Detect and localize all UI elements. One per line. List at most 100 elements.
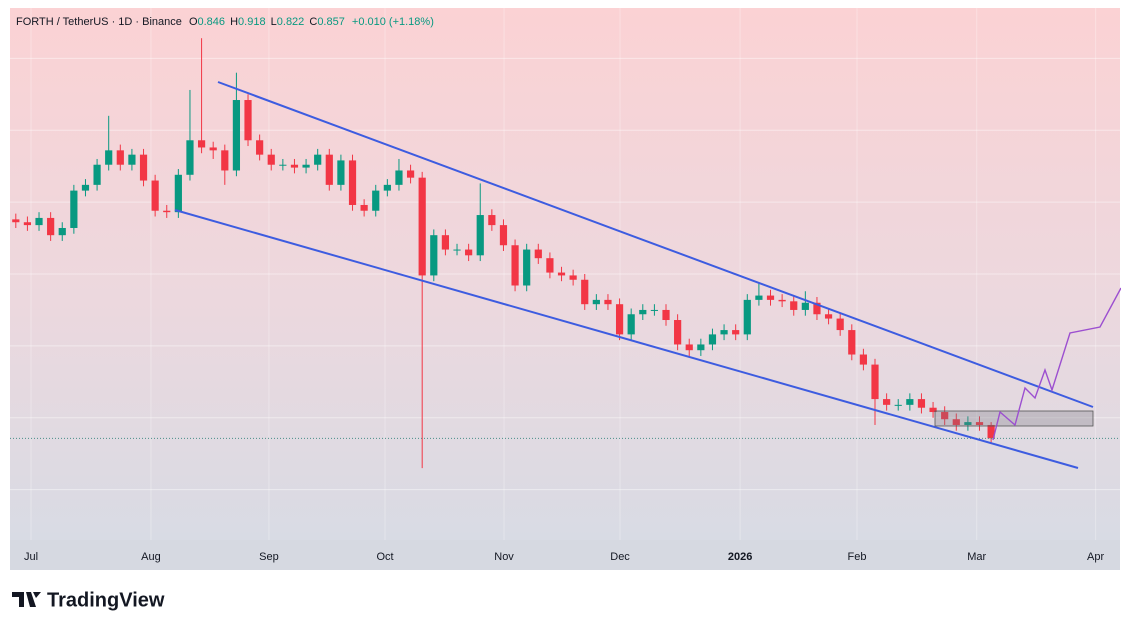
candle-body xyxy=(372,190,380,211)
candle-body xyxy=(952,419,960,425)
channel-lower xyxy=(174,209,1079,469)
x-tick-label: Apr xyxy=(1087,551,1104,563)
candle-body xyxy=(360,204,368,211)
candle-body xyxy=(766,295,775,300)
drawings xyxy=(174,81,1121,469)
x-tick-label: Jul xyxy=(24,551,38,563)
candle-body xyxy=(592,299,600,305)
ohlc-value: 0.918 xyxy=(238,16,266,28)
candle-body xyxy=(569,275,577,280)
ohlc-value: 0.846 xyxy=(198,16,226,28)
candle-body xyxy=(128,154,136,165)
candle-body xyxy=(906,399,914,405)
x-tick-label: Feb xyxy=(848,551,867,563)
candle-body xyxy=(418,177,426,276)
candle-body xyxy=(639,309,647,315)
candle-body xyxy=(964,422,972,425)
candle-body xyxy=(256,140,264,155)
candle-body xyxy=(546,258,554,273)
candle-body xyxy=(163,210,171,213)
candle-body xyxy=(871,364,879,400)
candle-body xyxy=(70,190,78,228)
candle-body xyxy=(720,330,728,335)
candle-body xyxy=(488,215,496,226)
candle-body xyxy=(197,140,206,148)
candle-body xyxy=(859,354,867,365)
candle-body xyxy=(105,150,113,165)
candle-body xyxy=(511,245,519,286)
candle-body xyxy=(383,184,391,191)
candle-body xyxy=(987,424,995,439)
grid xyxy=(10,8,1120,540)
candle-body xyxy=(975,422,984,425)
chart-header: FORTH / TetherUS · 1D · Binance O0.846 H… xyxy=(16,16,434,28)
candle-body xyxy=(883,399,891,405)
candle-body xyxy=(929,407,937,413)
candles xyxy=(10,38,1120,469)
candle-body xyxy=(824,314,833,319)
x-tick-label: Dec xyxy=(610,551,630,563)
candle-body xyxy=(406,170,415,178)
candle-body xyxy=(650,309,659,311)
channel-upper xyxy=(217,81,1094,408)
change: +0.010 (+1.18%) xyxy=(352,16,434,28)
candle-body xyxy=(139,154,148,181)
candle-body xyxy=(755,295,763,300)
candle-body xyxy=(836,318,844,331)
candle-body xyxy=(325,154,333,185)
candle-body xyxy=(174,174,182,213)
x-tick-label: Mar xyxy=(967,551,986,563)
ohlc-value: 0.857 xyxy=(317,16,345,28)
candle-body xyxy=(47,217,55,236)
time-axis: Jul Aug Sep Oct Nov Dec 2026 Feb Mar Apr xyxy=(24,551,1105,563)
candle-body xyxy=(23,222,32,226)
candle-body xyxy=(81,184,90,191)
ohlc-value: 0.822 xyxy=(277,16,305,28)
x-tick-label: Sep xyxy=(259,551,279,563)
ohlc-label: L xyxy=(271,16,277,28)
candle-body xyxy=(453,249,461,251)
candle-body xyxy=(58,227,66,236)
candle-body xyxy=(499,225,508,246)
candle-body xyxy=(790,301,798,310)
candle-body xyxy=(674,320,682,345)
candle-body xyxy=(267,154,275,165)
candle-body xyxy=(557,272,566,276)
candle-body xyxy=(534,249,542,259)
candle-body xyxy=(604,299,612,305)
candle-body xyxy=(813,302,821,315)
candle-body xyxy=(523,249,531,286)
candle-body xyxy=(685,344,693,351)
candle-body xyxy=(801,302,809,310)
candle-body xyxy=(279,164,287,166)
candle-body xyxy=(917,399,926,408)
x-tick-label: 2026 xyxy=(728,551,752,563)
candle-body xyxy=(708,334,717,345)
projection-path xyxy=(992,287,1121,441)
candle-body xyxy=(151,180,159,211)
x-tick-label: Nov xyxy=(494,551,514,563)
candle-body xyxy=(581,279,589,305)
x-tick-label: Oct xyxy=(376,551,393,563)
zone-box xyxy=(934,410,1094,427)
candle-body xyxy=(615,304,624,335)
candle-body xyxy=(441,235,450,250)
candle-body xyxy=(232,100,241,171)
candle-body xyxy=(244,100,252,141)
candle-body xyxy=(93,164,101,185)
candle-body xyxy=(348,160,357,205)
candle-body xyxy=(314,154,322,165)
candle-body xyxy=(395,170,403,185)
ohlc-label: O xyxy=(189,16,198,28)
candle-body xyxy=(35,217,43,226)
ohlc-label: C xyxy=(309,16,317,28)
ohlc-label: H xyxy=(230,16,238,28)
candle-body xyxy=(116,150,124,165)
symbol: FORTH / TetherUS · 1D · Binance xyxy=(16,16,182,28)
candle-body xyxy=(186,140,194,175)
brand-logo xyxy=(12,592,41,607)
candle-body xyxy=(627,314,635,335)
candle-body xyxy=(209,147,217,151)
